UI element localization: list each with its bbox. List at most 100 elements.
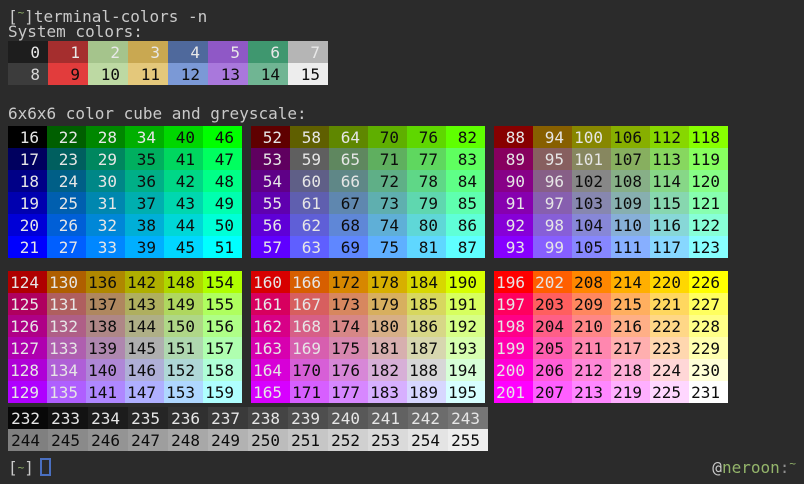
color-cell-14: 14 — [248, 63, 288, 85]
cube-block-124-row-4: 127 133 139 145 151 157 — [8, 337, 242, 359]
color-cell-49: 49 — [203, 192, 242, 214]
color-cell-221: 221 — [650, 293, 689, 315]
color-cell-63: 63 — [290, 236, 329, 258]
color-cell-11: 11 — [128, 63, 168, 85]
color-cell-83: 83 — [446, 148, 485, 170]
color-cell-195: 195 — [446, 381, 485, 403]
color-cell-150: 150 — [164, 315, 203, 337]
color-cell-113: 113 — [650, 148, 689, 170]
color-cell-138: 138 — [86, 315, 125, 337]
color-cell-151: 151 — [164, 337, 203, 359]
color-cell-67: 67 — [329, 192, 368, 214]
color-cell-162: 162 — [251, 315, 290, 337]
cube-block-160-row-4: 163 169 175 181 187 193 — [251, 337, 485, 359]
color-cell-155: 155 — [203, 293, 242, 315]
cube-block-196-row-6: 201 207 213 219 225 231 — [494, 381, 728, 403]
color-cell-98: 98 — [533, 214, 572, 236]
color-cell-248: 248 — [168, 429, 208, 451]
color-cell-15: 15 — [288, 63, 328, 85]
color-cell-236: 236 — [168, 407, 208, 429]
color-cell-212: 212 — [572, 359, 611, 381]
color-cell-20: 20 — [8, 214, 47, 236]
cube-block-52-row-3: 54 60 66 72 78 84 — [251, 170, 485, 192]
color-cell-194: 194 — [446, 359, 485, 381]
color-cell-92: 92 — [494, 214, 533, 236]
color-cell-56: 56 — [251, 214, 290, 236]
color-cell-85: 85 — [446, 192, 485, 214]
prompt-tilde: ~ — [17, 6, 25, 19]
at-sign: @ — [712, 458, 722, 477]
cube-block-52-row-6: 57 63 69 75 81 87 — [251, 236, 485, 258]
color-cell-27: 27 — [47, 236, 86, 258]
color-cell-24: 24 — [47, 170, 86, 192]
color-cell-222: 222 — [650, 315, 689, 337]
cube-block-52-row-2: 53 59 65 71 77 83 — [251, 148, 485, 170]
color-cell-33: 33 — [86, 236, 125, 258]
color-cell-132: 132 — [47, 315, 86, 337]
color-cell-250: 250 — [248, 429, 288, 451]
color-cell-152: 152 — [164, 359, 203, 381]
color-cell-70: 70 — [368, 126, 407, 148]
color-cell-251: 251 — [288, 429, 328, 451]
color-cell-122: 122 — [689, 214, 728, 236]
color-cell-153: 153 — [164, 381, 203, 403]
color-cell-182: 182 — [368, 359, 407, 381]
color-cell-21: 21 — [8, 236, 47, 258]
color-cell-136: 136 — [86, 271, 125, 293]
path-tilde: ~ — [789, 457, 796, 470]
color-cell-165: 165 — [251, 381, 290, 403]
color-cell-154: 154 — [203, 271, 242, 293]
color-cell-55: 55 — [251, 192, 290, 214]
color-cell-115: 115 — [650, 192, 689, 214]
color-cell-181: 181 — [368, 337, 407, 359]
color-cell-29: 29 — [86, 148, 125, 170]
cube-block-52-row-4: 55 61 67 73 79 85 — [251, 192, 485, 214]
color-cell-237: 237 — [208, 407, 248, 429]
cube-block-196-row-4: 199 205 211 217 223 229 — [494, 337, 728, 359]
color-cell-80: 80 — [407, 214, 446, 236]
color-cell-51: 51 — [203, 236, 242, 258]
color-cell-184: 184 — [407, 271, 446, 293]
color-cell-137: 137 — [86, 293, 125, 315]
color-cell-127: 127 — [8, 337, 47, 359]
cube-block-124-row-5: 128 134 140 146 152 158 — [8, 359, 242, 381]
cube-block-124: 124 130 136 142 148 154 125 131 137 143 149 155 126 1… — [8, 271, 242, 403]
prompt-line: [~]terminal-colors -n — [8, 3, 804, 26]
color-cell-133: 133 — [47, 337, 86, 359]
color-cell-149: 149 — [164, 293, 203, 315]
color-cell-117: 117 — [650, 236, 689, 258]
bottom-tilde: ~ — [17, 460, 25, 474]
color-cell-163: 163 — [251, 337, 290, 359]
color-cell-126: 126 — [8, 315, 47, 337]
color-cell-107: 107 — [611, 148, 650, 170]
color-cell-119: 119 — [689, 148, 728, 170]
color-cell-121: 121 — [689, 192, 728, 214]
color-cell-217: 217 — [611, 337, 650, 359]
color-cell-172: 172 — [329, 271, 368, 293]
color-cell-81: 81 — [407, 236, 446, 258]
color-cell-39: 39 — [125, 236, 164, 258]
color-cell-125: 125 — [8, 293, 47, 315]
system-colors-label: System colors: — [8, 22, 143, 41]
color-cell-193: 193 — [446, 337, 485, 359]
color-cell-135: 135 — [47, 381, 86, 403]
color-cell-185: 185 — [407, 293, 446, 315]
cube-block-124-row-2: 125 131 137 143 149 155 — [8, 293, 242, 315]
color-cell-223: 223 — [650, 337, 689, 359]
color-cell-41: 41 — [164, 148, 203, 170]
color-cell-57: 57 — [251, 236, 290, 258]
terminal-cursor[interactable] — [39, 458, 51, 476]
color-cell-158: 158 — [203, 359, 242, 381]
color-cell-76: 76 — [407, 126, 446, 148]
color-cell-123: 123 — [689, 236, 728, 258]
color-cell-145: 145 — [125, 337, 164, 359]
color-cell-209: 209 — [572, 293, 611, 315]
color-cell-17: 17 — [8, 148, 47, 170]
color-cell-187: 187 — [407, 337, 446, 359]
color-cell-32: 32 — [86, 214, 125, 236]
color-cell-255: 255 — [448, 429, 488, 451]
color-cell-180: 180 — [368, 315, 407, 337]
color-cell-191: 191 — [446, 293, 485, 315]
cube-block-88-row-1: 88 94 100 106 112 118 — [494, 126, 728, 148]
